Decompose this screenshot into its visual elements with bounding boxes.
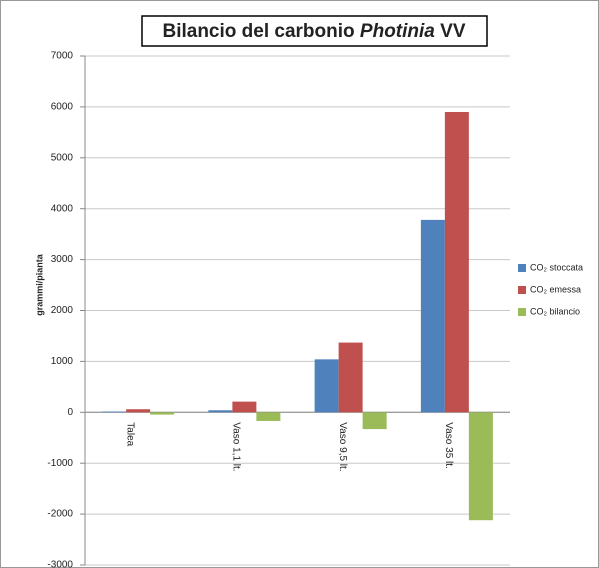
bar xyxy=(150,412,175,415)
y-tick-label: 5000 xyxy=(51,152,74,163)
bar xyxy=(468,412,493,521)
legend-swatch xyxy=(518,308,526,316)
bar xyxy=(444,111,469,413)
y-tick-label: 1000 xyxy=(51,356,74,367)
y-tick-label: -2000 xyxy=(47,509,73,520)
bar xyxy=(256,412,281,421)
y-axis-label: grammi/pianta xyxy=(34,253,44,316)
bar xyxy=(420,219,445,413)
y-tick-label: 0 xyxy=(67,407,73,418)
bar xyxy=(102,411,127,413)
y-tick-label: 7000 xyxy=(51,51,74,62)
title-part: VV xyxy=(440,21,466,42)
y-tick-label: -1000 xyxy=(47,458,73,469)
x-tick-label: Vaso 1,1 lt. xyxy=(231,422,242,471)
y-tick-label: 3000 xyxy=(51,254,74,265)
title-part: Bilancio del carbonio xyxy=(162,21,354,42)
x-tick-label: Vaso 9,5 lt. xyxy=(337,422,348,471)
chart-title: Bilancio del carbonio Photinia VV xyxy=(162,21,465,42)
bar xyxy=(232,401,257,413)
legend-swatch xyxy=(518,286,526,294)
y-tick-label: 2000 xyxy=(51,305,74,316)
legend-label: CO₂ emessa xyxy=(530,284,581,294)
legend-label: CO₂ bilancio xyxy=(530,306,580,316)
legend-swatch xyxy=(518,264,526,272)
bar xyxy=(362,412,387,430)
y-tick-label: 4000 xyxy=(51,203,74,214)
bar xyxy=(314,359,339,413)
x-tick-label: Vaso 35 lt. xyxy=(443,422,454,469)
bar xyxy=(126,409,151,413)
bar xyxy=(208,410,233,413)
legend-label: CO₂ stoccata xyxy=(530,262,583,272)
bar xyxy=(338,342,363,413)
title-box xyxy=(141,15,488,47)
y-tick-label: -3000 xyxy=(47,560,73,568)
y-tick-label: 6000 xyxy=(51,102,74,113)
x-tick-label: Talea xyxy=(124,422,135,446)
title-part: Photinia xyxy=(360,21,435,42)
